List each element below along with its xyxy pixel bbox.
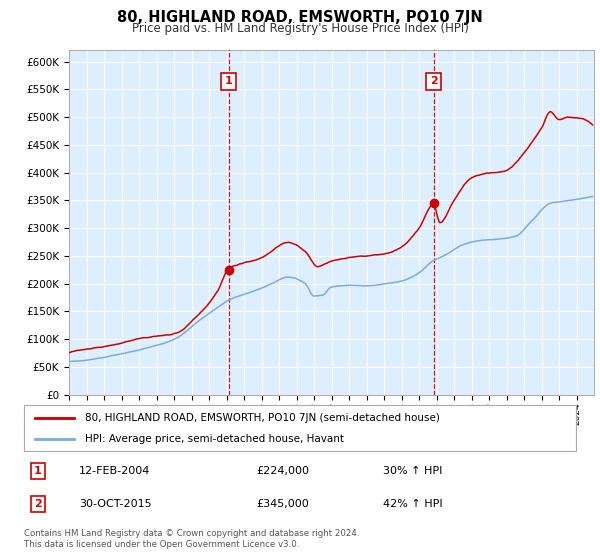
Text: 2: 2 — [430, 76, 437, 86]
Text: 80, HIGHLAND ROAD, EMSWORTH, PO10 7JN: 80, HIGHLAND ROAD, EMSWORTH, PO10 7JN — [117, 10, 483, 25]
Text: 1: 1 — [225, 76, 232, 86]
Text: 2: 2 — [34, 499, 41, 509]
Text: £345,000: £345,000 — [256, 499, 308, 509]
Text: 1: 1 — [34, 466, 41, 476]
Text: 12-FEB-2004: 12-FEB-2004 — [79, 466, 151, 476]
Text: 30% ↑ HPI: 30% ↑ HPI — [383, 466, 442, 476]
Text: 30-OCT-2015: 30-OCT-2015 — [79, 499, 152, 509]
Text: Contains HM Land Registry data © Crown copyright and database right 2024.
This d: Contains HM Land Registry data © Crown c… — [24, 529, 359, 549]
Text: £224,000: £224,000 — [256, 466, 309, 476]
Text: 80, HIGHLAND ROAD, EMSWORTH, PO10 7JN (semi-detached house): 80, HIGHLAND ROAD, EMSWORTH, PO10 7JN (s… — [85, 413, 440, 423]
Text: Price paid vs. HM Land Registry's House Price Index (HPI): Price paid vs. HM Land Registry's House … — [131, 22, 469, 35]
Text: 42% ↑ HPI: 42% ↑ HPI — [383, 499, 442, 509]
Text: HPI: Average price, semi-detached house, Havant: HPI: Average price, semi-detached house,… — [85, 435, 344, 444]
